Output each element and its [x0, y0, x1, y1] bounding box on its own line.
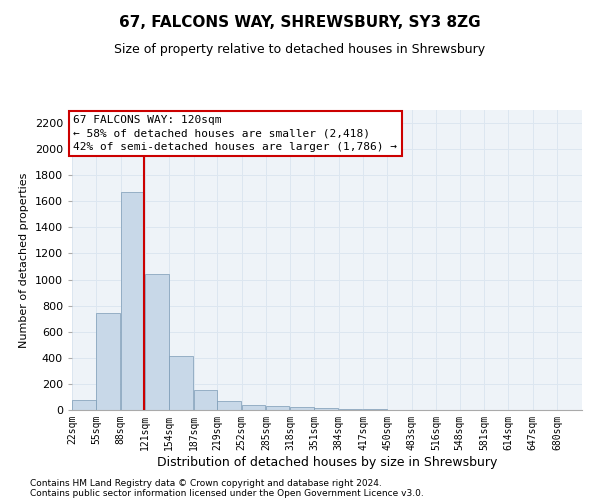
Text: 67 FALCONS WAY: 120sqm
← 58% of detached houses are smaller (2,418)
42% of semi-: 67 FALCONS WAY: 120sqm ← 58% of detached…: [73, 115, 397, 152]
Bar: [97, 314, 120, 410]
Bar: [72, 400, 95, 410]
Bar: [242, 405, 265, 410]
Bar: [217, 401, 241, 410]
Text: Size of property relative to detached houses in Shrewsbury: Size of property relative to detached ho…: [115, 42, 485, 56]
Bar: [314, 408, 338, 410]
Text: Contains public sector information licensed under the Open Government Licence v3: Contains public sector information licen…: [30, 488, 424, 498]
Text: Contains HM Land Registry data © Crown copyright and database right 2024.: Contains HM Land Registry data © Crown c…: [30, 478, 382, 488]
Bar: [339, 408, 362, 410]
Bar: [194, 390, 217, 410]
Bar: [363, 409, 386, 410]
Bar: [169, 356, 193, 410]
Bar: [121, 192, 144, 410]
Y-axis label: Number of detached properties: Number of detached properties: [19, 172, 29, 348]
Bar: [290, 408, 314, 410]
Text: 67, FALCONS WAY, SHREWSBURY, SY3 8ZG: 67, FALCONS WAY, SHREWSBURY, SY3 8ZG: [119, 15, 481, 30]
X-axis label: Distribution of detached houses by size in Shrewsbury: Distribution of detached houses by size …: [157, 456, 497, 468]
Bar: [266, 406, 289, 410]
Bar: [145, 274, 169, 410]
